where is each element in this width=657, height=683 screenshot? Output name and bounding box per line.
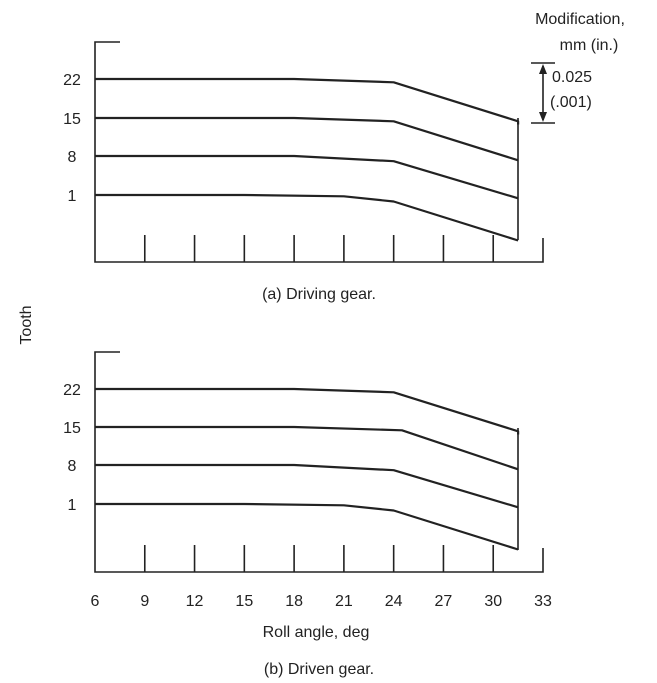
tooth-tick-label: 15 <box>63 111 81 128</box>
panel-b: 6 9 12 15 18 21 24 27 30 33 22 15 8 1 Roll angle, de… <box>63 351 552 678</box>
tooth-tick-label: 8 <box>68 458 77 475</box>
panel-b-xlabel: Roll angle, deg <box>263 624 370 641</box>
x-tick-label: 15 <box>235 593 253 610</box>
tooth-tick-label: 8 <box>68 149 77 166</box>
modification-value-line2: (.001) <box>550 94 592 111</box>
x-tick-label: 18 <box>285 593 303 610</box>
tooth-profile-line <box>95 502 519 551</box>
tooth-tick-label: 1 <box>68 188 77 205</box>
shared-ylabel: Tooth <box>18 305 35 344</box>
tooth-profile-line <box>95 425 519 471</box>
tooth-profile-line <box>95 193 519 242</box>
tooth-tick-label: 22 <box>63 382 81 399</box>
panel-b-series <box>95 387 520 551</box>
x-tick-label: 12 <box>186 593 204 610</box>
x-tick-label: 30 <box>484 593 502 610</box>
modification-value-line1: 0.025 <box>552 69 592 86</box>
modification-title-line2: mm (in.) <box>560 37 619 54</box>
panel-a-x-ticks <box>143 235 495 262</box>
tooth-tick-label: 15 <box>63 420 81 437</box>
modification-title-line1: Modification, <box>535 11 625 28</box>
x-tick-label: 27 <box>435 593 453 610</box>
x-tick-label: 9 <box>140 593 149 610</box>
x-tick-label: 33 <box>534 593 552 610</box>
modification-scale: Modification, mm (in.) 0.025 (.001) <box>531 11 625 124</box>
panel-b-axis <box>94 351 544 573</box>
panel-b-x-ticks <box>143 545 495 572</box>
panel-b-y-tick-labels: 22 15 8 1 <box>63 382 81 514</box>
panel-b-x-tick-labels: 6 9 12 15 18 21 24 27 30 33 <box>91 593 552 610</box>
x-tick-label: 24 <box>385 593 403 610</box>
panel-a: 22 15 8 1 (a) Driving gear. Modification, m… <box>63 11 625 303</box>
panel-a-axis <box>94 41 544 263</box>
panel-a-y-tick-labels: 22 15 8 1 <box>63 72 81 205</box>
x-tick-label: 21 <box>335 593 353 610</box>
tooth-profile-line <box>95 154 519 200</box>
tooth-tick-label: 22 <box>63 72 81 89</box>
arrow-up-icon <box>539 64 547 74</box>
panel-a-series <box>95 77 520 242</box>
tooth-profile-line <box>95 463 519 509</box>
tooth-tick-label: 1 <box>68 497 77 514</box>
arrow-down-icon <box>539 112 547 122</box>
panel-a-caption: (a) Driving gear. <box>262 286 376 303</box>
tooth-profile-line <box>95 116 519 162</box>
x-tick-label: 6 <box>91 593 100 610</box>
panel-b-caption: (b) Driven gear. <box>264 661 374 678</box>
